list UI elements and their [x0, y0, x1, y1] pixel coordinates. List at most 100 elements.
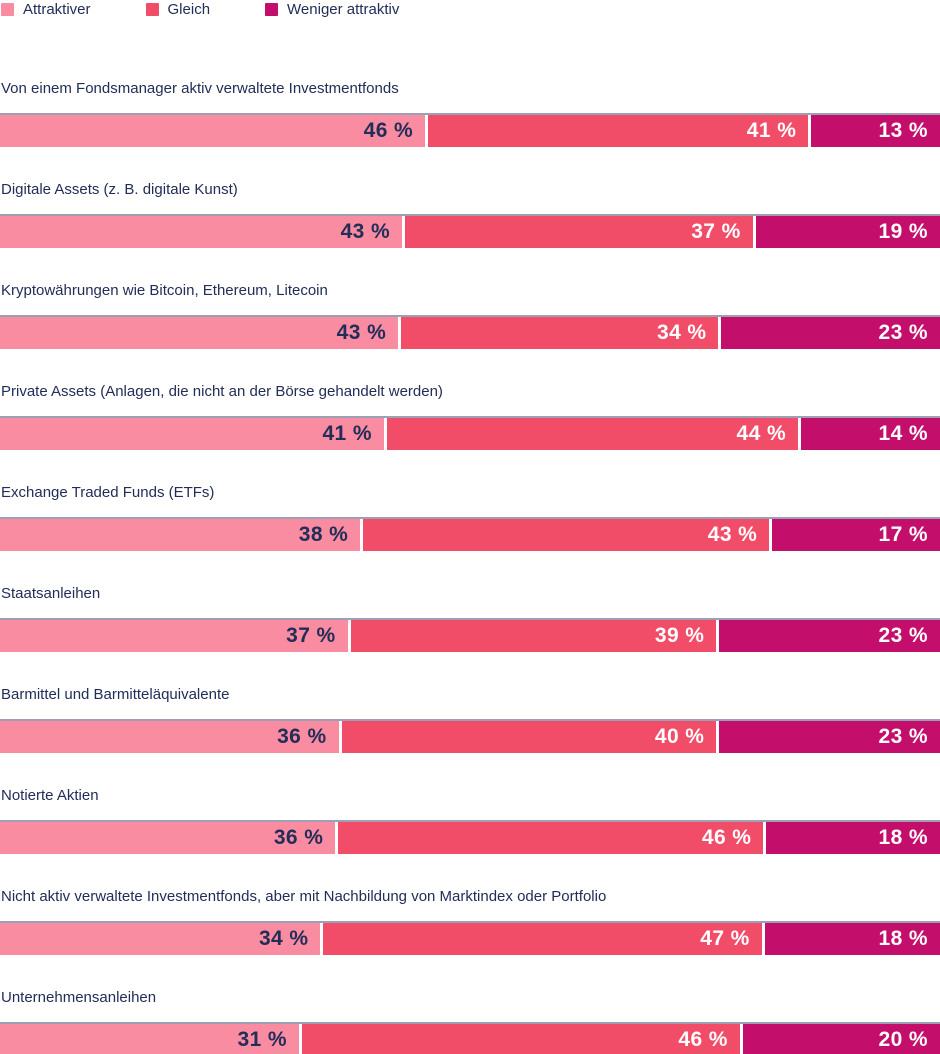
- stacked-bar: 38 % 43 % 17 %: [0, 517, 940, 551]
- segment-value-label: 17 %: [878, 523, 928, 546]
- bar-segment-weniger-attraktiv: 23 %: [719, 721, 940, 753]
- segment-value-label: 43 %: [340, 220, 391, 243]
- bar-segment-attraktiver: 37 %: [0, 620, 348, 652]
- legend-swatch-gleich: [145, 2, 159, 16]
- category-row: Digitale Assets (z. B. digitale Kunst) 4…: [0, 182, 940, 248]
- legend-item-attraktiver: Attraktiver: [1, 1, 91, 18]
- legend: Attraktiver Gleich Weniger attraktiv: [1, 0, 940, 18]
- segment-value-label: 46 %: [363, 119, 414, 142]
- bar-segment-attraktiver: 38 %: [0, 519, 361, 551]
- stacked-bar: 46 % 41 % 13 %: [0, 113, 940, 147]
- segment-value-label: 43 %: [336, 321, 387, 344]
- segment-value-label: 40 %: [654, 725, 705, 748]
- segment-value-label: 18 %: [878, 826, 928, 849]
- segment-value-label: 41 %: [322, 422, 372, 445]
- category-row: Nicht aktiv verwaltete Investmentfonds, …: [0, 889, 940, 955]
- category-row: Notierte Aktien 36 % 46 % 18 %: [0, 788, 940, 854]
- bar-segment-weniger-attraktiv: 23 %: [721, 317, 940, 349]
- bar-segment-weniger-attraktiv: 17 %: [772, 519, 940, 551]
- bar-chart: Von einem Fondsmanager aktiv verwaltete …: [0, 81, 940, 1054]
- segment-value-label: 14 %: [878, 422, 928, 445]
- bar-segment-attraktiver: 43 %: [0, 317, 399, 349]
- stacked-bar: 36 % 46 % 18 %: [0, 820, 940, 854]
- bar-segment-gleich: 46 %: [301, 1024, 740, 1054]
- segment-value-label: 41 %: [746, 119, 797, 142]
- category-label: Staatsanleihen: [1, 585, 101, 602]
- category-row: Private Assets (Anlagen, die nicht an de…: [0, 384, 940, 450]
- segment-value-label: 20 %: [878, 1028, 928, 1051]
- category-label: Von einem Fondsmanager aktiv verwaltete …: [1, 80, 399, 97]
- bar-segment-weniger-attraktiv: 18 %: [766, 822, 940, 854]
- bar-segment-gleich: 40 %: [341, 721, 717, 753]
- segment-value-label: 37 %: [286, 624, 336, 647]
- bar-segment-gleich: 46 %: [338, 822, 764, 854]
- category-row: Von einem Fondsmanager aktiv verwaltete …: [0, 81, 940, 147]
- bar-segment-weniger-attraktiv: 23 %: [719, 620, 940, 652]
- category-row: Kryptowährungen wie Bitcoin, Ethereum, L…: [0, 283, 940, 349]
- bar-segment-gleich: 37 %: [405, 216, 753, 248]
- segment-value-label: 18 %: [878, 927, 928, 950]
- category-label: Unternehmensanleihen: [1, 989, 157, 1006]
- bar-segment-attraktiver: 36 %: [0, 721, 339, 753]
- legend-item-weniger-attraktiv: Weniger attraktiv: [265, 1, 399, 18]
- segment-value-label: 46 %: [678, 1028, 728, 1051]
- category-label: Digitale Assets (z. B. digitale Kunst): [1, 181, 238, 198]
- category-label: Notierte Aktien: [1, 787, 99, 804]
- bar-segment-weniger-attraktiv: 13 %: [811, 115, 940, 147]
- bar-segment-weniger-attraktiv: 20 %: [742, 1024, 940, 1054]
- category-row: Staatsanleihen 37 % 39 % 23 %: [0, 586, 940, 652]
- bar-segment-attraktiver: 43 %: [0, 216, 403, 248]
- stacked-bar: 43 % 34 % 23 %: [0, 315, 940, 349]
- bar-segment-weniger-attraktiv: 18 %: [764, 923, 940, 955]
- bar-segment-attraktiver: 31 %: [0, 1024, 299, 1054]
- bar-segment-gleich: 39 %: [350, 620, 717, 652]
- bar-segment-attraktiver: 34 %: [0, 923, 321, 955]
- segment-value-label: 37 %: [691, 220, 741, 243]
- category-label: Kryptowährungen wie Bitcoin, Ethereum, L…: [1, 282, 328, 299]
- legend-swatch-weniger-attraktiv: [265, 2, 279, 16]
- bar-segment-gleich: 43 %: [363, 519, 770, 551]
- category-row: Exchange Traded Funds (ETFs) 38 % 43 % 17 …: [0, 485, 940, 551]
- segment-value-label: 13 %: [878, 119, 928, 142]
- bar-segment-gleich: 41 %: [428, 115, 809, 147]
- bar-segment-gleich: 44 %: [386, 418, 799, 450]
- segment-value-label: 23 %: [878, 321, 928, 344]
- category-label: Barmittel und Barmitteläquivalente: [1, 686, 230, 703]
- segment-value-label: 19 %: [878, 220, 928, 243]
- legend-swatch-attraktiver: [1, 2, 14, 16]
- legend-label-weniger-attraktiv: Weniger attraktiv: [287, 0, 400, 18]
- bar-segment-weniger-attraktiv: 14 %: [801, 418, 940, 450]
- stacked-bar: 36 % 40 % 23 %: [0, 719, 940, 753]
- segment-value-label: 44 %: [736, 422, 787, 445]
- segment-value-label: 43 %: [707, 523, 758, 546]
- bar-segment-gleich: 47 %: [323, 923, 762, 955]
- bar-segment-attraktiver: 36 %: [0, 822, 336, 854]
- segment-value-label: 34 %: [258, 927, 309, 950]
- category-label: Private Assets (Anlagen, die nicht an de…: [1, 383, 443, 400]
- stacked-bar: 37 % 39 % 23 %: [0, 618, 940, 652]
- segment-value-label: 34 %: [656, 321, 707, 344]
- segment-value-label: 36 %: [277, 725, 327, 748]
- segment-value-label: 23 %: [878, 725, 928, 748]
- segment-value-label: 46 %: [701, 826, 752, 849]
- category-label: Exchange Traded Funds (ETFs): [1, 484, 215, 501]
- stacked-bar: 41 % 44 % 14 %: [0, 416, 940, 450]
- category-row: Barmittel und Barmitteläquivalente 36 % 4…: [0, 687, 940, 753]
- category-row: Unternehmensanleihen 31 % 46 % 20 %: [0, 990, 940, 1054]
- stacked-bar: 43 % 37 % 19 %: [0, 214, 940, 248]
- category-label: Nicht aktiv verwaltete Investmentfonds, …: [1, 888, 607, 905]
- bar-segment-attraktiver: 41 %: [0, 418, 384, 450]
- bar-segment-attraktiver: 46 %: [0, 115, 426, 147]
- segment-value-label: 31 %: [237, 1028, 287, 1051]
- legend-label-attraktiver: Attraktiver: [23, 0, 91, 18]
- segment-value-label: 36 %: [273, 826, 324, 849]
- legend-label-gleich: Gleich: [167, 0, 211, 18]
- stacked-bar: 31 % 46 % 20 %: [0, 1022, 940, 1054]
- legend-item-gleich: Gleich: [145, 0, 211, 18]
- stacked-bar: 34 % 47 % 18 %: [0, 921, 940, 955]
- bar-segment-gleich: 34 %: [401, 317, 719, 349]
- segment-value-label: 38 %: [298, 523, 349, 546]
- bar-segment-weniger-attraktiv: 19 %: [755, 216, 940, 248]
- segment-value-label: 47 %: [700, 927, 750, 950]
- segment-value-label: 23 %: [878, 624, 928, 647]
